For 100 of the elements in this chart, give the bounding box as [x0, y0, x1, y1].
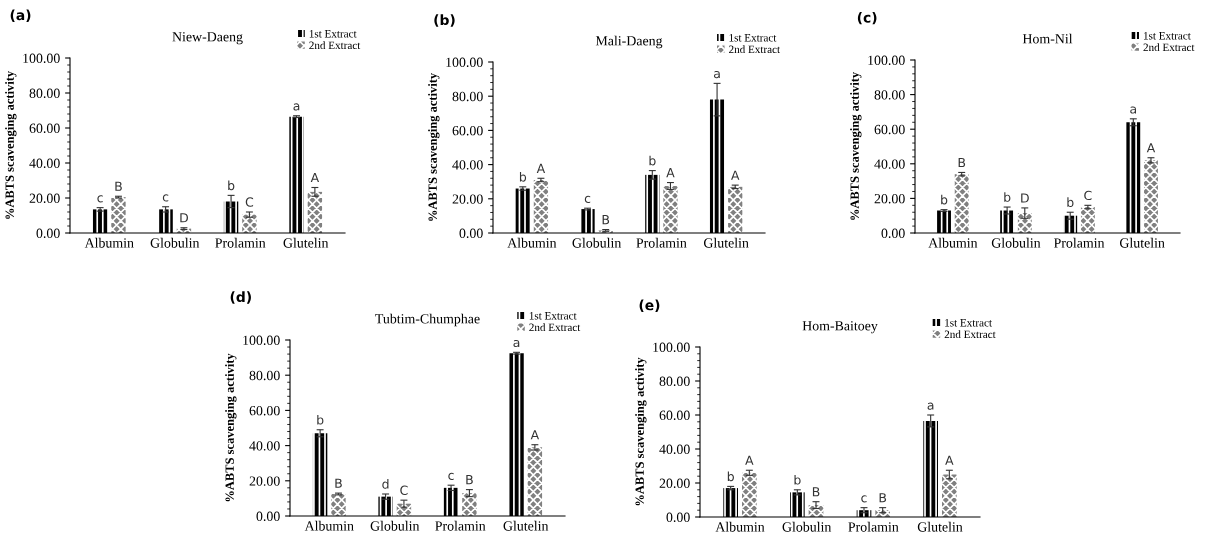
data-label: c	[97, 195, 103, 203]
data-label: B	[335, 478, 342, 488]
bar	[533, 179, 549, 233]
x-tick-label: Albumin	[715, 521, 765, 532]
y-tick-label: 40.00	[452, 160, 483, 170]
y-tick-label: 60.00	[29, 123, 60, 134]
x-tick-label: Globulin	[370, 520, 420, 531]
data-label: a	[293, 103, 300, 111]
bar	[223, 201, 239, 233]
bar	[158, 209, 173, 233]
y-tick-label: 40.00	[249, 441, 280, 451]
y-axis-title: %ABTS scavenging activity	[5, 70, 17, 219]
bar	[462, 493, 477, 516]
bar	[111, 197, 126, 233]
y-tick-label: 20.00	[249, 476, 280, 486]
legend-label: 1st Extract	[1143, 32, 1191, 40]
data-label: c	[448, 472, 454, 480]
y-tick-label: 100.00	[243, 335, 280, 346]
y-tick-label: 40.00	[29, 158, 60, 169]
y-tick-label: 40.00	[874, 159, 905, 169]
bar	[1017, 213, 1032, 233]
y-tick-label: 0.00	[256, 511, 280, 522]
bar	[923, 420, 938, 517]
x-tick-label: Prolamin	[848, 521, 899, 532]
chart-title: Hom-Nil	[1022, 33, 1073, 44]
y-tick-label: 20.00	[452, 194, 483, 204]
x-tick-label: Globulin	[572, 237, 622, 248]
bar	[790, 492, 805, 517]
data-label: A	[945, 455, 954, 465]
text: (e)	[639, 299, 660, 312]
legend-label: 1st Extract	[309, 30, 357, 38]
data-label: B	[879, 493, 887, 503]
legend-label: 2nd Extract	[1143, 43, 1195, 52]
x-tick-label: Prolamin	[215, 237, 266, 248]
data-label: d	[382, 479, 389, 489]
legend-label: 2nd Extract	[944, 330, 996, 339]
y-tick-label: 60.00	[659, 410, 690, 421]
y-tick-label: 100.00	[868, 55, 905, 66]
legend-label: 1st Extract	[729, 34, 777, 42]
y-tick-label: 100.00	[446, 57, 483, 68]
x-tick-label: Globulin	[782, 521, 832, 532]
legend-label: 2nd Extract	[529, 323, 581, 332]
data-label: A	[530, 430, 540, 440]
bar	[242, 214, 257, 233]
bar	[663, 185, 678, 233]
bar	[307, 191, 323, 233]
x-tick-label: Albumin	[84, 237, 134, 248]
data-label: C	[400, 485, 408, 495]
bar	[742, 472, 757, 517]
bar	[443, 487, 459, 516]
bar	[92, 209, 108, 233]
y-tick-label: 80.00	[249, 370, 280, 381]
bar	[1080, 207, 1095, 233]
legend-label: 1st Extract	[529, 312, 577, 320]
data-label: b	[727, 471, 734, 482]
data-label: c	[861, 495, 867, 503]
data-label: A	[310, 173, 320, 183]
bar	[1063, 215, 1078, 233]
bar	[331, 494, 346, 516]
data-label: b	[941, 194, 948, 205]
y-tick-label: 20.00	[659, 478, 690, 489]
x-tick-label: Albumin	[304, 520, 354, 531]
data-label: D	[180, 213, 188, 223]
bar	[580, 209, 595, 233]
chart-title: Tubtim-Chumphae	[375, 313, 480, 327]
x-tick-label: Prolamin	[435, 520, 486, 531]
data-label: B	[115, 181, 122, 191]
bar	[527, 447, 543, 516]
bar	[728, 186, 743, 233]
bar	[942, 474, 957, 517]
data-label: a	[927, 402, 934, 410]
data-label: A	[731, 170, 740, 180]
data-label: c	[584, 195, 591, 204]
x-tick-label: Globulin	[150, 237, 200, 248]
y-tick-label: 80.00	[452, 91, 483, 102]
y-tick-label: 60.00	[249, 405, 280, 416]
bar	[378, 496, 393, 516]
x-tick-label: Albumin	[507, 237, 557, 248]
data-label: A	[536, 163, 546, 173]
bar	[645, 174, 660, 233]
y-tick-label: 20.00	[874, 193, 905, 204]
x-tick-label: Glutelin	[917, 521, 963, 532]
bar	[723, 488, 738, 517]
chart-title: Mali-Daeng	[595, 35, 663, 49]
y-tick-label: 80.00	[874, 90, 905, 100]
x-tick-label: Glutelin	[283, 237, 329, 248]
data-label: D	[1021, 193, 1029, 203]
x-tick-label: Albumin	[928, 237, 978, 248]
chart-title: Hom-Baitoey	[802, 321, 878, 334]
data-label: b	[519, 171, 527, 182]
data-label: B	[466, 475, 473, 485]
y-tick-label: 0.00	[666, 512, 690, 523]
data-label: a	[1130, 106, 1136, 114]
bar	[1126, 122, 1141, 233]
legend-label: 2nd Extract	[309, 41, 361, 50]
y-tick-label: 80.00	[29, 88, 60, 99]
data-label: a	[714, 71, 720, 79]
data-label: b	[1004, 192, 1011, 202]
data-label: b	[228, 180, 235, 191]
y-tick-label: 20.00	[29, 193, 60, 204]
